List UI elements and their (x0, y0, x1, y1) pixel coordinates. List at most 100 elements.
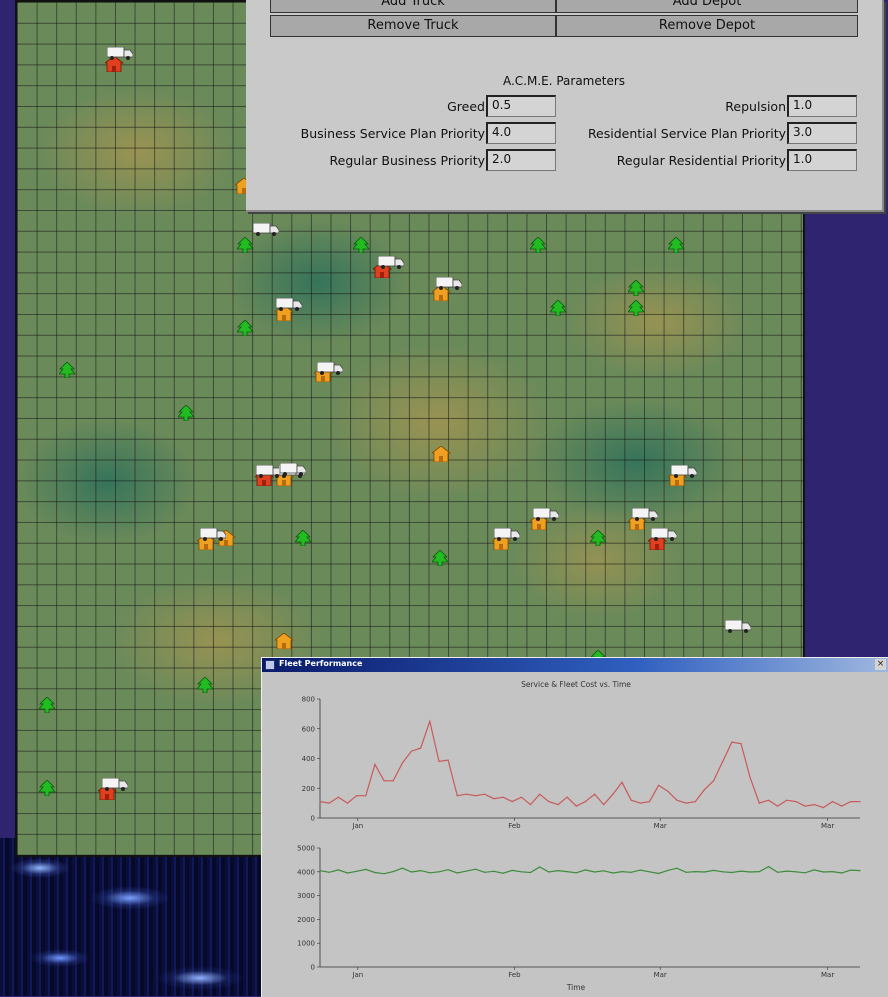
tree-icon[interactable] (38, 779, 56, 797)
fleet-chart-data-point (850, 869, 852, 871)
truck-icon[interactable] (275, 297, 303, 312)
regular-business-priority-field[interactable]: 2.0 (486, 149, 556, 171)
service-chart-data-point (328, 802, 330, 804)
fleet-chart-data-point (511, 869, 513, 871)
service-chart-data-point (740, 743, 742, 745)
fleet-chart-data-point (795, 871, 797, 873)
fleet-chart-data-point (777, 871, 779, 873)
service-chart-data-point (475, 795, 477, 797)
truck-icon[interactable] (631, 507, 659, 522)
tree-icon[interactable] (236, 319, 254, 337)
fleet-chart-y-tick-label: 1000 (297, 940, 315, 948)
service-chart-data-point (713, 780, 715, 782)
service-chart-data-point (621, 781, 623, 783)
remove-depot-button[interactable]: Remove Depot (556, 15, 858, 37)
service-chart-data-point (438, 760, 440, 763)
service-chart-data-point (767, 799, 770, 801)
greed-field[interactable]: 0.5 (486, 95, 556, 117)
truck-icon[interactable] (316, 361, 344, 376)
tree-icon[interactable] (667, 236, 685, 254)
truck-icon[interactable] (493, 527, 521, 542)
fleet-chart-data-point (831, 871, 834, 873)
tree-icon[interactable] (549, 299, 567, 317)
tree-icon[interactable] (38, 696, 56, 714)
fleet-chart-data-point (429, 872, 431, 874)
fleet-performance-window[interactable]: Fleet Performance × Service & Fleet Cost… (261, 657, 888, 997)
service-chart-data-point (703, 789, 705, 791)
truck-icon[interactable] (650, 527, 678, 542)
service-chart-y-tick-label: 600 (302, 725, 315, 733)
fleet-chart-data-point (566, 871, 568, 873)
tree-icon[interactable] (58, 361, 76, 379)
service-chart-data-point (831, 801, 834, 803)
truck-icon[interactable] (724, 619, 752, 634)
truck-icon[interactable] (670, 464, 698, 479)
fleet-chart-data-point (539, 866, 541, 868)
service-chart-data-point (584, 801, 586, 803)
regular-business-priority-label: Regular Business Priority (329, 153, 486, 168)
tree-icon[interactable] (529, 236, 547, 254)
fleet-chart-data-point (438, 871, 440, 873)
truck-icon[interactable] (279, 462, 307, 477)
fleet-chart-x-tick-label: Jan (351, 971, 363, 979)
repulsion-label: Repulsion (725, 99, 786, 114)
fleet-chart-data-point (356, 870, 358, 872)
business-service-plan-priority-field[interactable]: 4.0 (486, 122, 556, 144)
tree-icon[interactable] (294, 529, 312, 547)
service-chart-data-point (356, 795, 358, 797)
tree-icon[interactable] (236, 236, 254, 254)
tree-icon[interactable] (196, 676, 214, 694)
service-chart-x-tick-label: Jan (351, 822, 363, 830)
fleet-chart-x-tick-label: Mar (654, 971, 667, 979)
tree-icon[interactable] (177, 404, 195, 422)
service-chart-data-point (502, 796, 504, 798)
fleet-chart-y-tick-label: 0 (311, 964, 315, 972)
close-icon[interactable]: × (875, 659, 886, 670)
service-chart-data-point (420, 747, 422, 749)
service-chart-data-point (786, 799, 788, 801)
truck-icon[interactable] (435, 276, 463, 291)
window-title: Fleet Performance (279, 659, 363, 668)
window-titlebar[interactable]: Fleet Performance × (262, 658, 888, 672)
tree-icon[interactable] (431, 549, 449, 567)
repulsion-field[interactable]: 1.0 (787, 95, 857, 117)
tree-icon[interactable] (627, 299, 645, 317)
residential-service-plan-priority-field[interactable]: 3.0 (787, 122, 857, 144)
fleet-chart-data-point (676, 867, 678, 869)
truck-icon[interactable] (377, 255, 405, 270)
fleet-chart-data-point (383, 873, 385, 875)
fleet-chart-data-point (685, 871, 687, 873)
house-icon[interactable] (431, 445, 451, 463)
fleet-chart-data-point (749, 871, 751, 873)
tree-icon[interactable] (627, 279, 645, 297)
service-chart-y-tick-label: 200 (302, 785, 315, 793)
truck-icon[interactable] (252, 222, 280, 237)
truck-icon[interactable] (106, 46, 134, 61)
tree-icon[interactable] (352, 236, 370, 254)
fleet-chart-data-point (447, 869, 449, 871)
add-depot-button[interactable]: Add Depot (556, 0, 858, 13)
tree-icon[interactable] (589, 529, 607, 547)
fleet-chart-data-point (456, 872, 458, 874)
service-chart-data-point (603, 804, 605, 806)
house-icon[interactable] (274, 632, 294, 650)
truck-icon[interactable] (101, 777, 129, 792)
fleet-chart-data-point (594, 871, 596, 873)
service-chart-data-point (383, 780, 385, 782)
fleet-chart-data-point (722, 871, 724, 873)
parameters-title: A.C.M.E. Parameters (502, 74, 626, 88)
service-chart-data-point (365, 795, 367, 797)
service-chart-data-point (667, 790, 669, 792)
fleet-chart-data-point (328, 871, 330, 873)
fleet-chart-data-point (841, 872, 843, 874)
truck-icon[interactable] (199, 527, 227, 542)
service-chart-y-tick-label: 0 (311, 815, 315, 823)
fleet-chart-data-point (346, 872, 349, 874)
remove-truck-button[interactable]: Remove Truck (270, 15, 556, 37)
service-chart-data-point (676, 799, 678, 801)
truck-icon[interactable] (532, 507, 560, 522)
service-chart-data-point (447, 759, 449, 761)
fleet-chart-data-point (758, 871, 760, 873)
add-truck-button[interactable]: Add Truck (270, 0, 556, 13)
regular-residential-priority-field[interactable]: 1.0 (787, 149, 857, 171)
